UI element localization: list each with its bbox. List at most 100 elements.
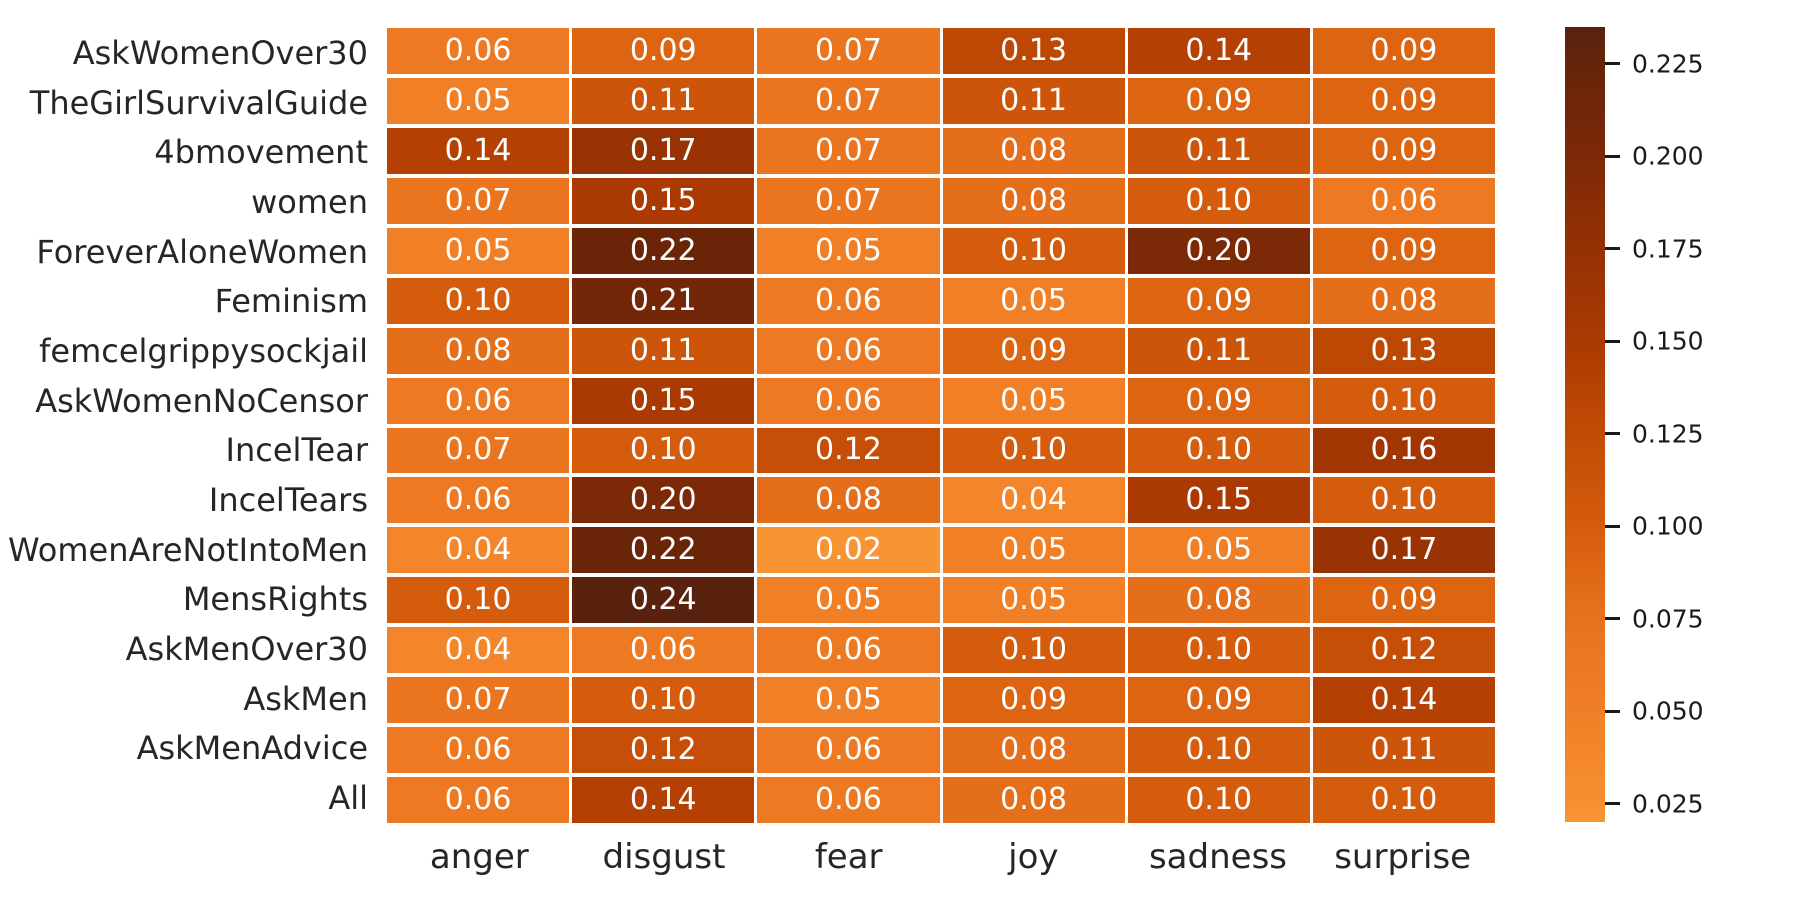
row-label: Feminism: [214, 282, 368, 321]
heatmap-cell: 0.09: [1127, 277, 1310, 324]
heatmap-cell: 0.06: [757, 627, 940, 674]
heatmap-cell: 0.05: [1127, 527, 1310, 574]
col-label: disgust: [602, 837, 726, 877]
column-axis-labels: anger disgust fear joy sadness surprise: [387, 833, 1495, 881]
heatmap-cell: 0.15: [572, 177, 755, 224]
colorbar: [1565, 27, 1605, 822]
row-label: MensRights: [182, 580, 368, 619]
colorbar-tick: [1605, 154, 1620, 158]
heatmap-cell: 0.06: [387, 28, 570, 74]
heatmap-cell: 0.07: [757, 127, 940, 174]
heatmap-cell: 0.13: [1312, 327, 1495, 374]
heatmap-cell: 0.06: [757, 777, 940, 823]
heatmap-cell: 0.10: [572, 677, 755, 724]
heatmap-cell: 0.11: [572, 77, 755, 124]
heatmap-cell: 0.06: [1312, 177, 1495, 224]
heatmap-cell: 0.09: [1127, 677, 1310, 724]
heatmap-cell: 0.05: [387, 227, 570, 274]
heatmap-cell: 0.11: [942, 77, 1125, 124]
row-label: 4bmovement: [154, 133, 368, 172]
heatmap-cell: 0.07: [387, 177, 570, 224]
heatmap-cell: 0.02: [757, 527, 940, 574]
colorbar-tick: [1605, 247, 1620, 251]
heatmap-cell: 0.10: [1127, 427, 1310, 474]
row-label: AskMenOver30: [125, 630, 368, 669]
heatmap-cell: 0.12: [757, 427, 940, 474]
heatmap-cell: 0.10: [1312, 777, 1495, 823]
heatmap-cell: 0.09: [1312, 577, 1495, 624]
row-label: IncelTears: [208, 481, 368, 520]
heatmap-cell: 0.10: [1127, 777, 1310, 823]
heatmap-cell: 0.10: [1312, 477, 1495, 524]
row-label: AskMenAdvice: [136, 729, 368, 768]
heatmap-cell: 0.06: [757, 727, 940, 774]
heatmap-cell: 0.22: [572, 227, 755, 274]
colorbar-tick-label: 0.225: [1632, 49, 1704, 79]
heatmap-cell: 0.06: [387, 777, 570, 823]
heatmap-cell: 0.10: [387, 577, 570, 624]
heatmap-cell: 0.13: [942, 28, 1125, 74]
heatmap-cell: 0.06: [387, 377, 570, 424]
heatmap-cell: 0.06: [387, 477, 570, 524]
heatmap-cell: 0.10: [572, 427, 755, 474]
row-label: femcelgrippysockjail: [39, 331, 368, 370]
colorbar-tick: [1605, 802, 1620, 805]
heatmap-cell: 0.05: [757, 577, 940, 624]
heatmap-cell: 0.04: [942, 477, 1125, 524]
heatmap-cell: 0.05: [942, 577, 1125, 624]
heatmap-cell: 0.15: [572, 377, 755, 424]
heatmap-cell: 0.09: [1312, 28, 1495, 74]
heatmap-cell: 0.08: [942, 127, 1125, 174]
heatmap-cell: 0.08: [942, 727, 1125, 774]
heatmap-cell: 0.10: [942, 627, 1125, 674]
colorbar-tick: [1605, 62, 1620, 66]
heatmap-cell: 0.05: [942, 377, 1125, 424]
heatmap-cell: 0.05: [942, 527, 1125, 574]
colorbar-tick-label: 0.050: [1632, 696, 1704, 726]
col-label: anger: [429, 837, 529, 877]
row-label: AskWomenNoCensor: [35, 381, 368, 420]
heatmap-cell: 0.09: [1127, 377, 1310, 424]
heatmap-cell: 0.11: [1312, 727, 1495, 774]
heatmap-cell: 0.14: [1127, 28, 1310, 74]
heatmap-cell: 0.10: [1127, 727, 1310, 774]
heatmap-cell: 0.10: [1312, 377, 1495, 424]
row-label: AskMen: [243, 679, 368, 718]
heatmap-cell: 0.04: [387, 527, 570, 574]
heatmap-cell: 0.09: [572, 28, 755, 74]
heatmap-grid: 0.06 0.09 0.07 0.13 0.14 0.09 0.05 0.11 0.07 0.11…: [387, 28, 1495, 823]
heatmap-cell: 0.10: [1127, 627, 1310, 674]
heatmap-cell: 0.08: [942, 177, 1125, 224]
row-label: TheGirlSurvivalGuide: [29, 83, 368, 122]
col-label: sadness: [1148, 837, 1287, 877]
heatmap-cell: 0.06: [757, 377, 940, 424]
heatmap-cell: 0.08: [387, 327, 570, 374]
heatmap-cell: 0.09: [1312, 127, 1495, 174]
colorbar-tick-label: 0.150: [1632, 326, 1704, 356]
heatmap-cell: 0.11: [1127, 127, 1310, 174]
heatmap-cell: 0.09: [1127, 77, 1310, 124]
heatmap-cell: 0.08: [942, 777, 1125, 823]
colorbar-tick-label: 0.200: [1632, 141, 1704, 171]
colorbar-tick: [1605, 524, 1620, 528]
heatmap-cell: 0.24: [572, 577, 755, 624]
heatmap-cell: 0.10: [1127, 177, 1310, 224]
heatmap-cell: 0.07: [757, 177, 940, 224]
heatmap-cell: 0.08: [1312, 277, 1495, 324]
colorbar-tick: [1605, 617, 1620, 621]
row-label: women: [251, 182, 368, 221]
colorbar-tick-label: 0.075: [1632, 604, 1704, 634]
row-label: IncelTear: [225, 431, 368, 470]
col-label: fear: [814, 837, 883, 877]
heatmap-cell: 0.09: [942, 327, 1125, 374]
heatmap-cell: 0.10: [387, 277, 570, 324]
row-label: All: [328, 779, 368, 818]
row-axis-labels: AskWomenOver30 TheGirlSurvivalGuide 4bmove…: [0, 28, 368, 823]
heatmap-cell: 0.15: [1127, 477, 1310, 524]
heatmap-cell: 0.05: [387, 77, 570, 124]
heatmap-cell: 0.05: [757, 227, 940, 274]
row-label: ForeverAloneWomen: [36, 232, 368, 271]
row-label: AskWomenOver30: [72, 33, 368, 72]
heatmap-cell: 0.16: [1312, 427, 1495, 474]
